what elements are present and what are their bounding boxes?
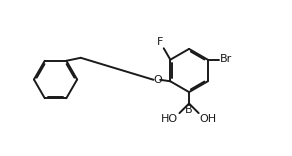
Text: HO: HO: [161, 114, 178, 124]
Text: F: F: [157, 37, 163, 47]
Text: Br: Br: [220, 54, 233, 64]
Text: OH: OH: [200, 114, 217, 124]
Text: O: O: [153, 75, 162, 85]
Text: B: B: [185, 105, 193, 115]
